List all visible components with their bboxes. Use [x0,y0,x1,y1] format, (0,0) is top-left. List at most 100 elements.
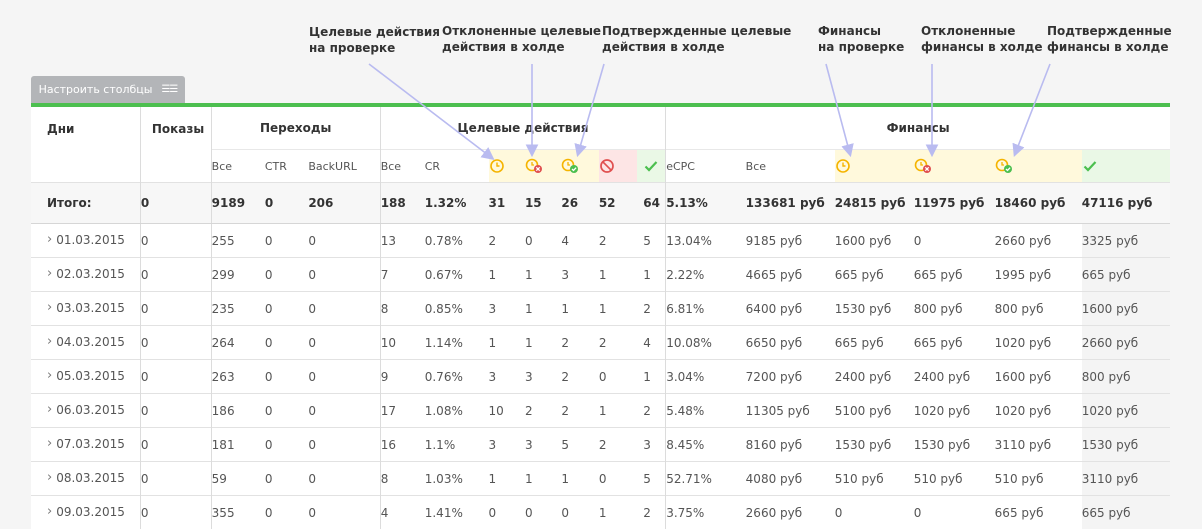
cell-a-approved: 2 [637,292,665,326]
chevron-right-icon[interactable]: › [47,232,52,247]
chevron-right-icon[interactable]: › [47,470,52,485]
cell-date[interactable]: ›02.03.2015 [31,258,140,292]
sub-actions-approved[interactable] [637,150,665,183]
cell-date[interactable]: ›04.03.2015 [31,326,140,360]
cell-value: 8 [381,472,389,486]
cell-value: 264 [212,336,235,350]
cell-value: 4 [643,336,651,350]
cell-f-approved: 1600 руб [1082,292,1170,326]
cell-value: 0 [265,370,273,384]
sub-actions-approved-hold[interactable] [561,150,598,183]
cell-actions-all: 4 [380,496,425,529]
cell-a-rejected-hold: 1 [525,326,561,360]
chevron-right-icon[interactable]: › [47,436,52,451]
cell-cr: 1.08% [425,394,489,428]
chevron-right-icon[interactable]: › [47,334,52,349]
chevron-right-icon[interactable]: › [47,504,52,519]
sub-ecpc[interactable]: eCPC [666,150,746,183]
cell-value: 263 [212,370,235,384]
total-label: Итого: [31,183,140,224]
cell-value: 6400 руб [746,302,802,316]
cell-date[interactable]: ›09.03.2015 [31,496,140,529]
header-days[interactable]: Дни [31,107,140,183]
cell-f-rejected-hold: 800 руб [914,292,995,326]
cell-backurl: 0 [308,258,380,292]
cell-value: 3.04% [666,370,704,384]
cell-date[interactable]: ›01.03.2015 [31,224,140,258]
sub-finance-rejected-hold[interactable] [914,150,995,183]
cell-f-approved-hold: 1995 руб [995,258,1082,292]
sub-finance-all[interactable]: Все [746,150,835,183]
chevron-right-icon[interactable]: › [47,402,52,417]
cell-f-pending: 1530 руб [835,428,914,462]
chevron-right-icon[interactable]: › [47,300,52,315]
sub-finance-approved-hold[interactable] [995,150,1082,183]
cell-ctr: 0 [265,326,309,360]
cell-date[interactable]: › 08.03.2015 [31,462,140,496]
cell-date[interactable]: ›05.03.2015 [31,360,140,394]
sub-cr[interactable]: CR [425,150,489,183]
cell-value: 10.08% [666,336,712,350]
cell-value: 1 [489,268,497,282]
cell-f-approved: 665 руб [1082,496,1170,529]
cell-value: 07.03.2015 [56,437,125,451]
cell-value: 0 [141,438,149,452]
report-table: Дни Показы Переходы Целевые действия Фин… [31,107,1170,529]
cell-value: 6.81% [666,302,704,316]
cell-backurl: 0 [308,224,380,258]
cell-value: 0 [914,506,922,520]
cell-value: 13 [381,234,396,248]
sub-finance-pending[interactable] [835,150,914,183]
chevron-right-icon[interactable]: › [47,266,52,281]
cell-a-approved: 1 [637,360,665,394]
chevron-right-icon[interactable]: › [47,368,52,383]
cell-backurl: 0 [308,360,380,394]
cell-ecpc: 3.04% [666,360,746,394]
cell-value: 1 [599,404,607,418]
sub-clicks-all[interactable]: Все [211,150,265,183]
cell-date[interactable]: ›03.03.2015 [31,292,140,326]
sub-finance-approved[interactable] [1082,150,1170,183]
sub-actions-rejected-hold[interactable] [525,150,561,183]
cell-value: 08.03.2015 [56,471,125,485]
cell-a-approved: 1 [637,258,665,292]
clock-rejected-icon [914,158,932,174]
cell-actions-all: 17 [380,394,425,428]
header-shows[interactable]: Показы [140,107,211,183]
cell-a-pending: 3 [489,292,525,326]
sub-actions-rejected[interactable] [599,150,637,183]
cell-a-rejected: 2 [599,428,637,462]
cell-value: 52.71% [666,472,712,486]
sub-actions-all[interactable]: Все [380,150,425,183]
cell-value: 7 [381,268,389,282]
cell-value: 3 [643,438,651,452]
cell-value: 1 [599,506,607,520]
sub-actions-pending[interactable] [489,150,525,183]
cell-value: 3325 руб [1082,234,1138,248]
configure-columns-button[interactable]: Настроить столбцы ☰☰ [31,76,185,103]
cell-fin-all: 2660 руб [746,496,835,529]
cell-value: 16 [381,438,396,452]
sub-ctr[interactable]: CTR [265,150,309,183]
cell-date[interactable]: › 07.03.2015 [31,428,140,462]
cell-value: 510 руб [835,472,884,486]
total-a-rejected-hold: 15 [525,183,561,224]
sub-backurl[interactable]: BackURL [308,150,380,183]
cell-value: 665 руб [1082,268,1131,282]
cell-value: 5.48% [666,404,704,418]
cell-actions-all: 9 [380,360,425,394]
cell-date[interactable]: ›06.03.2015 [31,394,140,428]
cell-value: 1020 руб [995,336,1051,350]
cell-a-pending: 2 [489,224,525,258]
cell-value: 0 [141,234,149,248]
cell-f-pending: 1530 руб [835,292,914,326]
